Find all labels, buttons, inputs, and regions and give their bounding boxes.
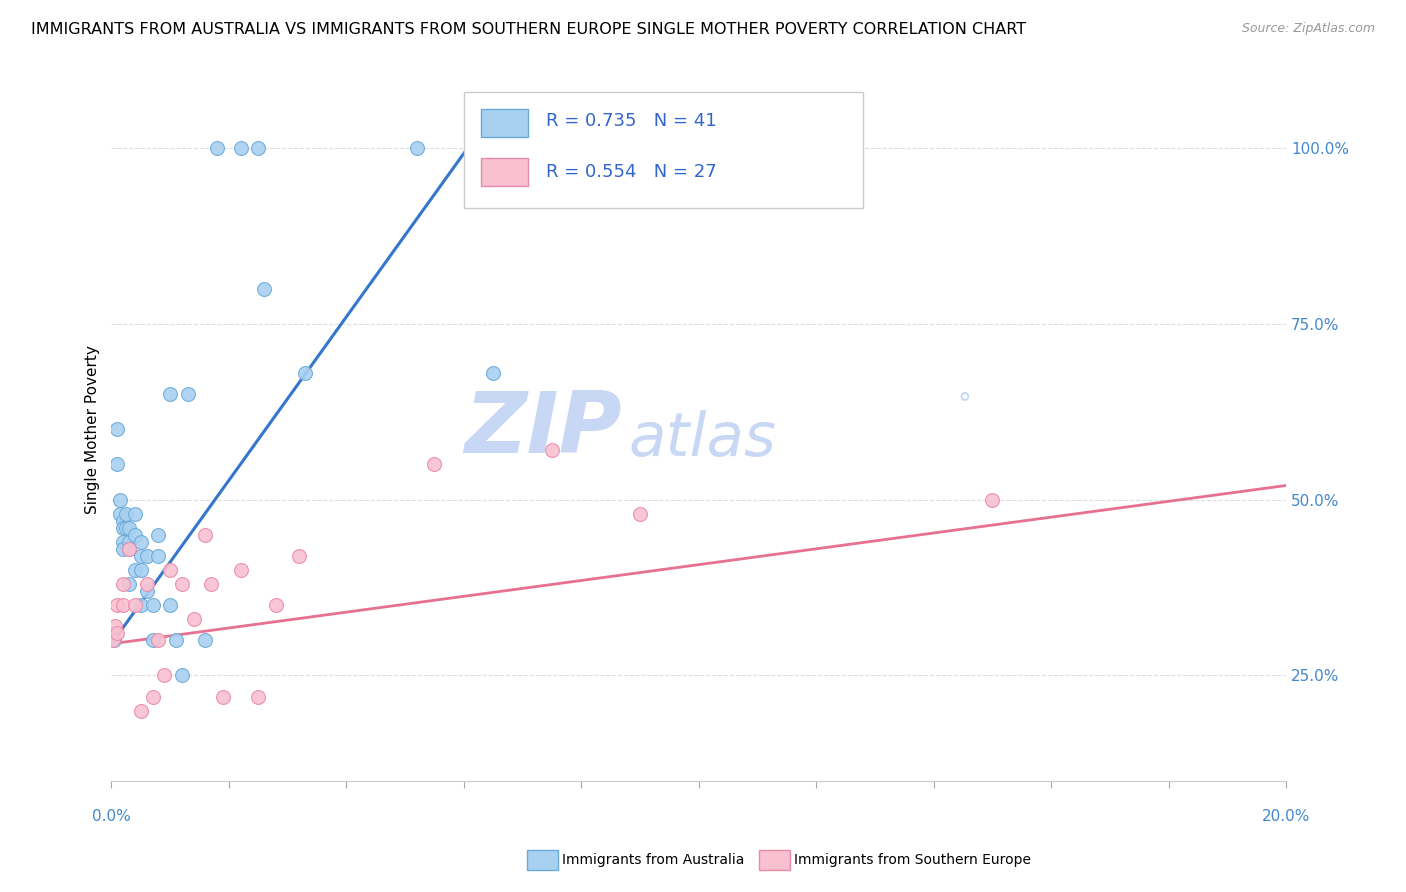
Point [112, 534, 135, 549]
Point [253, 281, 276, 295]
Point [194, 528, 217, 542]
Point [541, 443, 564, 458]
FancyBboxPatch shape [481, 109, 529, 137]
Point [105, 458, 128, 472]
Point [177, 387, 200, 401]
Point [129, 534, 152, 549]
Point [135, 584, 157, 599]
Point [112, 514, 135, 528]
Text: IMMIGRANTS FROM AUSTRALIA VS IMMIGRANTS FROM SOUTHERN EUROPE SINGLE MOTHER POVER: IMMIGRANTS FROM AUSTRALIA VS IMMIGRANTS … [31, 22, 1026, 37]
Point [129, 704, 152, 718]
Point [165, 633, 187, 648]
Point [141, 690, 163, 704]
Text: Immigrants from Southern Europe: Immigrants from Southern Europe [794, 853, 1032, 867]
Point [115, 521, 138, 535]
Point [159, 598, 181, 612]
Text: R = 0.554   N = 27: R = 0.554 N = 27 [546, 163, 717, 181]
Point [628, 507, 651, 521]
Point [101, 633, 124, 648]
Point [148, 528, 170, 542]
Point [135, 549, 157, 563]
Point [200, 577, 222, 591]
Point [110, 507, 132, 521]
Text: Source: ZipAtlas.com: Source: ZipAtlas.com [1241, 22, 1375, 36]
Point [129, 563, 152, 577]
Point [288, 549, 311, 563]
Text: 0.0%: 0.0% [91, 809, 131, 824]
Text: atlas: atlas [628, 410, 776, 469]
Text: ZIP: ZIP [465, 388, 623, 471]
Point [112, 541, 135, 556]
Point [229, 141, 252, 155]
Point [153, 668, 176, 682]
Point [159, 563, 181, 577]
Point [148, 633, 170, 648]
Point [264, 598, 287, 612]
FancyBboxPatch shape [464, 92, 863, 208]
Point [124, 563, 146, 577]
Point [105, 598, 128, 612]
Point [482, 366, 505, 380]
Point [104, 619, 127, 633]
Text: R = 0.735   N = 41: R = 0.735 N = 41 [546, 112, 717, 130]
Point [118, 534, 141, 549]
Point [141, 633, 163, 648]
Point [194, 633, 217, 648]
Point [170, 668, 193, 682]
Point [110, 492, 132, 507]
Point [135, 577, 157, 591]
Point [159, 387, 181, 401]
Point [105, 422, 128, 436]
Point [118, 577, 141, 591]
Point [294, 366, 316, 380]
Point [124, 528, 146, 542]
Point [124, 598, 146, 612]
Point [112, 521, 135, 535]
Point [118, 541, 141, 556]
Point [103, 633, 125, 648]
Point [247, 690, 270, 704]
Point [148, 549, 170, 563]
Point [112, 577, 135, 591]
Point [212, 690, 235, 704]
Point [124, 507, 146, 521]
Point [247, 141, 270, 155]
Point [129, 598, 152, 612]
Point [105, 626, 128, 640]
Point [129, 549, 152, 563]
Point [115, 507, 138, 521]
FancyBboxPatch shape [481, 159, 529, 186]
Point [205, 141, 228, 155]
Text: Immigrants from Australia: Immigrants from Australia [562, 853, 745, 867]
Point [141, 598, 163, 612]
Point [118, 521, 141, 535]
Text: 20.0%: 20.0% [1261, 809, 1310, 824]
Point [118, 541, 141, 556]
Point [229, 563, 252, 577]
Text: °: ° [957, 391, 972, 418]
Point [981, 492, 1004, 507]
Point [405, 141, 427, 155]
Point [112, 598, 135, 612]
Point [183, 612, 205, 626]
Y-axis label: Single Mother Poverty: Single Mother Poverty [86, 345, 100, 514]
Point [170, 577, 193, 591]
Point [423, 458, 446, 472]
